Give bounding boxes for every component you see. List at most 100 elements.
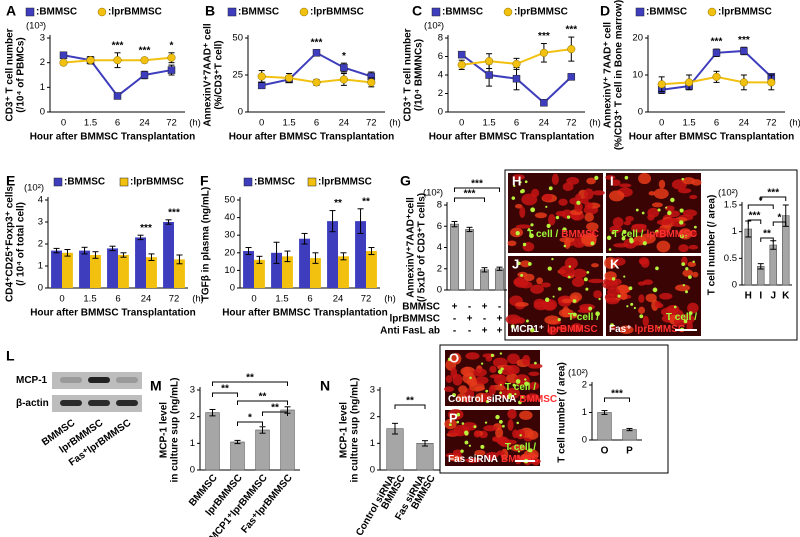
cell-green: [622, 229, 627, 234]
significance-label: **: [259, 392, 267, 403]
error-bar: [451, 220, 458, 228]
significance-label: **: [763, 229, 771, 240]
cell-red: [447, 409, 464, 420]
cell-red: [525, 393, 540, 402]
y-axis-label: AnnexinV⁺7AAD⁺ cell: [203, 23, 214, 127]
y-tick-label: 0: [437, 285, 442, 296]
error-bar: [496, 266, 503, 271]
significance-bracket: [760, 237, 774, 242]
cell-green: [557, 317, 561, 322]
error-bar: [148, 253, 155, 261]
cell-red: [521, 193, 538, 206]
bar: [62, 252, 73, 288]
point: [540, 99, 548, 107]
y-tick-label: 3: [370, 385, 375, 396]
cell-red: [450, 367, 458, 379]
cell-red: [682, 177, 696, 185]
cell-green: [626, 305, 629, 308]
cell-green: [551, 257, 554, 261]
condition-sign: -: [468, 326, 471, 337]
caption-green: T cell /: [666, 312, 697, 323]
cell-red: [448, 429, 461, 436]
image-caption: T cell / BMMSC: [527, 229, 599, 240]
cell-red: [607, 287, 620, 297]
error-bar: [245, 247, 252, 256]
significance-label: *: [759, 196, 763, 207]
condition-sign: +: [467, 314, 473, 325]
x-axis-label: Hour after BMMSC Transplantation: [30, 308, 196, 319]
y-tick-label: 0.5: [724, 253, 737, 264]
x-tick-label: 6: [514, 118, 519, 129]
cell-red: [534, 212, 548, 219]
condition-sign: -: [483, 314, 486, 325]
cell-red: [688, 244, 699, 250]
point: [257, 81, 266, 90]
cell-green: [629, 239, 634, 244]
axis-multiplier: (10²): [24, 183, 44, 194]
error-bar: [165, 219, 172, 225]
x-tick-label: 0: [251, 294, 256, 305]
cell-red: [608, 190, 625, 202]
cell-green: [513, 184, 516, 188]
y-axis-label: CD3⁺ T cell number: [5, 28, 16, 121]
significance-bracket: [760, 196, 787, 201]
caption-red: lprBMMSC: [547, 324, 598, 335]
cell-green: [522, 242, 527, 247]
cell-red: [639, 259, 646, 265]
point: [457, 50, 466, 59]
cell-red: [638, 294, 645, 303]
y-tick-label: 1: [732, 226, 737, 237]
cell-green: [527, 449, 530, 452]
point: [86, 56, 95, 65]
cell-red: [584, 202, 593, 210]
cell-green: [585, 287, 589, 291]
point: [767, 78, 776, 87]
blot-band: [88, 400, 110, 406]
cell-red: [609, 225, 622, 234]
cell-green: [670, 197, 675, 203]
x-tick-label: 24: [539, 118, 550, 129]
cell-red: [687, 302, 699, 314]
legend-marker: [307, 177, 317, 187]
caption-green: T cell /: [612, 229, 643, 240]
legend-label: :BMMSC: [64, 177, 105, 188]
cell-green: [617, 294, 621, 298]
condition-sign: +: [482, 302, 488, 313]
y-axis-label: CD3⁺ T cell number: [403, 28, 414, 121]
cell-red: [444, 386, 455, 392]
x-tick-label: 72: [766, 118, 777, 129]
caption-red: lprBMMSC: [646, 229, 697, 240]
y-tick-label: 3: [190, 385, 195, 396]
cell-green: [555, 215, 560, 220]
cell-green: [594, 175, 599, 180]
cell-red: [619, 183, 632, 188]
axis-multiplier: (10²): [568, 368, 588, 379]
y-tick-label: 3: [40, 33, 45, 44]
point: [140, 56, 149, 65]
panel-letter: B: [205, 3, 215, 19]
cell-green: [673, 305, 677, 309]
cell-red: [544, 315, 561, 325]
cell-red: [527, 363, 543, 369]
legend-label: :BMMSC: [442, 7, 483, 18]
y-tick-label: 1: [582, 407, 587, 418]
x-tick-label: 1.5: [83, 294, 96, 305]
significance-label: **: [334, 198, 342, 209]
cell-red: [559, 236, 575, 243]
bar: [338, 256, 349, 288]
cell-green: [586, 270, 590, 274]
y-tick-label: 20: [632, 33, 643, 44]
cell-red: [664, 217, 679, 224]
caption-prefix: Fas⁺: [609, 324, 632, 335]
cell-green: [499, 383, 502, 386]
y-tick-label: 10: [632, 70, 643, 81]
significance-bracket: [747, 219, 762, 224]
image-caption: T cell / lprBMMSC: [612, 229, 697, 240]
cell-green: [655, 266, 659, 271]
significance-label: ***: [139, 45, 151, 56]
x-tick-label: 6: [307, 294, 312, 305]
y-tick-label: 1.5: [724, 200, 737, 211]
x-tick-label: 72: [566, 118, 577, 129]
y-axis-label: AnnexinV⁺ 7AAD⁺ cell: [603, 22, 614, 128]
cell-green: [517, 261, 521, 266]
